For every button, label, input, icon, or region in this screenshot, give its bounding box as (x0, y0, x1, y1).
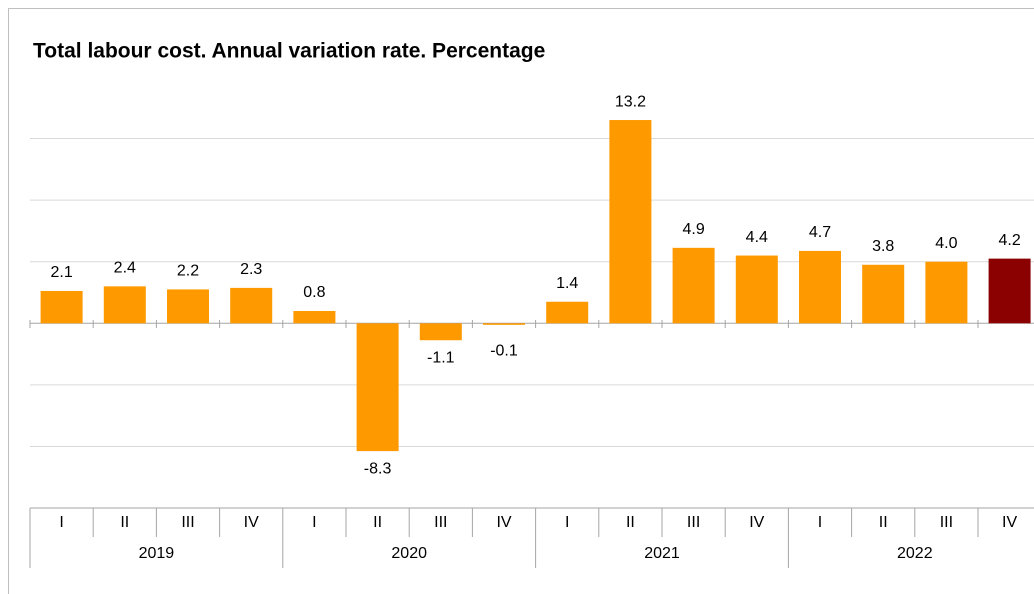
bar (483, 323, 525, 325)
bar (419, 323, 462, 341)
x-tick-label: IV (1002, 514, 1017, 531)
x-tick-label: I (565, 514, 569, 531)
bar (799, 250, 841, 324)
bar (293, 310, 336, 324)
x-tick-label: II (120, 514, 129, 531)
x-tick-label: III (940, 514, 953, 531)
value-label: -0.1 (490, 343, 518, 360)
value-label: 2.1 (50, 264, 72, 281)
frame (8, 8, 1034, 594)
value-label: 2.4 (114, 260, 136, 277)
x-tick-label: III (181, 514, 194, 531)
value-label: 0.8 (303, 284, 325, 301)
bar (672, 247, 715, 324)
bar (103, 286, 146, 324)
value-label: 4.2 (998, 232, 1020, 249)
x-tick-label: IV (496, 514, 511, 531)
x-tick-label: I (59, 514, 63, 531)
value-label: -8.3 (364, 460, 392, 477)
bar (230, 287, 273, 324)
x-tick-label: IV (244, 514, 259, 531)
x-tick-label: III (687, 514, 700, 531)
value-label: 4.4 (746, 229, 768, 246)
year-label: 2020 (391, 545, 427, 562)
value-label: 1.4 (556, 275, 578, 292)
bar (925, 261, 968, 324)
value-label: 2.2 (177, 263, 199, 280)
value-label: -1.1 (427, 349, 455, 366)
x-tick-label: IV (749, 514, 764, 531)
value-label: 13.2 (615, 93, 646, 110)
year-label: 2022 (897, 545, 933, 562)
value-label: 3.8 (872, 238, 894, 255)
value-label: 4.9 (682, 221, 704, 238)
bar (546, 301, 589, 324)
year-label: 2019 (139, 545, 175, 562)
chart-title: Total labour cost. Annual variation rate… (33, 40, 545, 63)
bar (356, 323, 399, 452)
value-label: 4.0 (935, 235, 957, 252)
bar (609, 120, 652, 324)
bar (988, 258, 1031, 324)
x-tick-label: I (312, 514, 316, 531)
x-tick-label: I (818, 514, 822, 531)
x-tick-label: II (373, 514, 382, 531)
x-tick-label: II (626, 514, 635, 531)
bar (862, 264, 905, 324)
bar (40, 290, 83, 324)
year-label: 2021 (644, 545, 680, 562)
bar (167, 289, 209, 324)
value-label: 2.3 (240, 261, 262, 278)
value-label: 4.7 (809, 224, 831, 241)
bar (735, 255, 778, 324)
x-tick-label: II (879, 514, 888, 531)
x-tick-label: III (434, 514, 447, 531)
